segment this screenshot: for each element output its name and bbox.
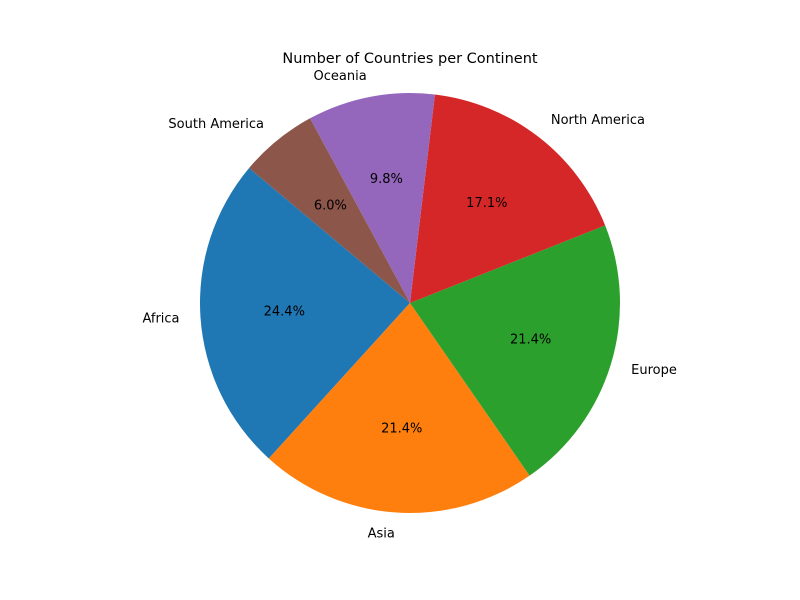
slice-label-south-america: South America	[168, 117, 264, 132]
slice-percent-europe: 21.4%	[510, 332, 551, 347]
slice-percent-africa: 24.4%	[264, 305, 305, 320]
slice-percent-oceania: 9.8%	[370, 172, 403, 187]
slice-label-asia: Asia	[368, 527, 395, 542]
slice-label-oceania: Oceania	[314, 69, 367, 84]
slice-percent-asia: 21.4%	[381, 422, 422, 437]
slice-percent-north-america: 17.1%	[466, 196, 507, 211]
pie-labels: Africa 24.4% Asia 21.4% Europe 21.4% North Ame…	[142, 69, 676, 541]
pie-slice-africa	[199, 168, 410, 459]
slice-label-north-america: North America	[551, 113, 645, 128]
pie-slices	[199, 93, 620, 513]
pie-slice-oceania	[310, 93, 435, 304]
slice-label-europe: Europe	[631, 363, 677, 378]
pie-slice-south-america	[249, 118, 410, 303]
chart-title: Number of Countries per Continent	[282, 51, 537, 67]
slice-percent-south-america: 6.0%	[314, 198, 347, 213]
pie-slice-asia	[268, 303, 530, 513]
slice-label-africa: Africa	[142, 312, 179, 327]
pie-slice-europe	[410, 225, 620, 476]
pie-slice-north-america	[410, 94, 606, 303]
